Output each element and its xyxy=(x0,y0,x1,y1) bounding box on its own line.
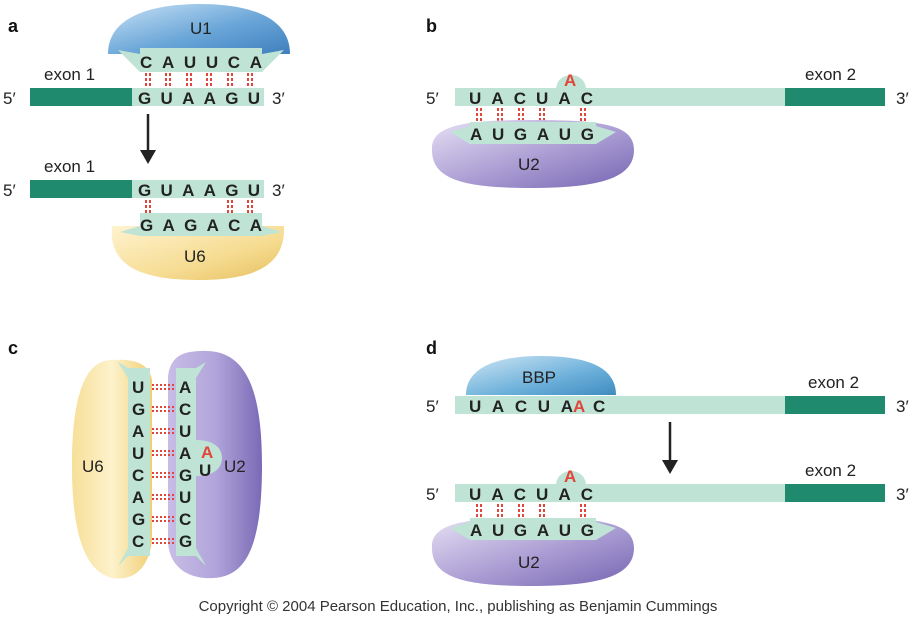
u6-base-1: U xyxy=(132,378,144,397)
u6-base-2: G xyxy=(132,400,145,419)
intron-bar xyxy=(455,396,785,414)
three-prime-label: 3′ xyxy=(896,397,909,416)
panel-a: a U1 CAUUCA exon 1 5′ GUAAGU 3′ exon 1 5… xyxy=(3,4,290,280)
u2-rna-strand xyxy=(176,362,222,566)
exon2-label: exon 2 xyxy=(805,65,856,84)
exon1-bar xyxy=(30,88,132,106)
u6-u2-base-pairs xyxy=(152,384,176,544)
u2-base-1: A xyxy=(179,378,191,397)
u6-base-6: A xyxy=(132,488,144,507)
u1-label: U1 xyxy=(190,19,212,38)
u2-base-4: A xyxy=(179,444,191,463)
panel-d-letter: d xyxy=(426,338,437,358)
u2-base-5: G xyxy=(179,466,192,485)
branch-sequence-prefix: UACUA xyxy=(469,397,573,416)
exon2-label-2: exon 2 xyxy=(805,461,856,480)
u2-extra-base: U xyxy=(199,461,211,480)
panel-b-letter: b xyxy=(426,16,437,36)
exon1-bar-2 xyxy=(30,180,132,198)
exon2-label: exon 2 xyxy=(808,373,859,392)
panel-b: b 5′ UACUAC A exon 2 3′ AUGAUG U2 xyxy=(426,16,909,188)
intron-bar xyxy=(455,88,785,106)
intron-bar-2 xyxy=(132,180,264,198)
arrow-d-head-icon xyxy=(662,460,678,474)
branch-sequence-suffix: C xyxy=(593,397,605,416)
branch-a: A xyxy=(564,71,576,90)
u1-snrnp-shape xyxy=(108,4,290,54)
u2-label: U2 xyxy=(518,553,540,572)
copyright-notice: Copyright © 2004 Pearson Education, Inc.… xyxy=(199,598,718,615)
u2-rna-strip xyxy=(450,518,616,540)
u2-base-pairs xyxy=(476,504,586,520)
bbp-label: BBP xyxy=(522,368,556,387)
u1-base-pairs xyxy=(145,73,253,88)
five-prime-label: 5′ xyxy=(426,397,439,416)
u2-base-6: U xyxy=(179,488,191,507)
three-prime-label: 3′ xyxy=(272,89,285,108)
u6-label: U6 xyxy=(184,247,206,266)
u6-base-4: U xyxy=(132,444,144,463)
u6-snrnp-shape xyxy=(111,226,285,280)
branch-bulge xyxy=(556,75,586,90)
five-prime-label-2: 5′ xyxy=(426,485,439,504)
branch-a: A xyxy=(201,443,213,462)
branch-a: A xyxy=(573,397,585,416)
exon2-bar xyxy=(785,396,885,414)
arrow-a-head-icon xyxy=(140,150,156,164)
panel-c-letter: c xyxy=(8,338,18,358)
u6-label: U6 xyxy=(82,457,104,476)
u2-base-2: C xyxy=(179,400,191,419)
u6-sequence-column: U G A U C A G C xyxy=(132,378,145,551)
panel-d: d BBP 5′ UACUA A C exon 2 3′ 5′ UACUAC A… xyxy=(426,338,909,586)
intron-bar-2 xyxy=(455,484,785,502)
u6-rna-strand xyxy=(118,362,150,566)
panel-a-letter: a xyxy=(8,16,19,36)
u2-base-pairs xyxy=(476,108,586,124)
exon1-label-2: exon 1 xyxy=(44,157,95,176)
three-prime-label-2: 3′ xyxy=(272,181,285,200)
exon2-bar-2 xyxy=(785,484,885,502)
three-prime-label-2: 3′ xyxy=(896,485,909,504)
five-prime-label: 5′ xyxy=(426,89,439,108)
u6-base-8: C xyxy=(132,532,144,551)
u2-rna-strip xyxy=(450,122,616,144)
u6-base-pairs xyxy=(145,200,253,214)
u2-base-8: G xyxy=(179,532,192,551)
u6-base-7: G xyxy=(132,510,145,529)
panel-c: c U6 U2 U G A U C A G C A C U A G U C xyxy=(8,338,262,579)
u2-sequence-column: A C U A G U C G xyxy=(179,378,192,551)
u2-label: U2 xyxy=(518,155,540,174)
u2-base-7: C xyxy=(179,510,191,529)
u2-label: U2 xyxy=(224,457,246,476)
five-prime-label: 5′ xyxy=(3,89,16,108)
intron-bar xyxy=(132,88,264,106)
branch-bulge-2 xyxy=(556,471,586,486)
three-prime-label: 3′ xyxy=(896,89,909,108)
branch-a-2: A xyxy=(564,467,576,486)
u6-base-3: A xyxy=(132,422,144,441)
u6-rna-strip xyxy=(120,213,282,236)
u1-rna-strip xyxy=(118,48,284,72)
u2-base-3: U xyxy=(179,422,191,441)
exon1-label: exon 1 xyxy=(44,65,95,84)
five-prime-label-2: 5′ xyxy=(3,181,16,200)
u6-base-5: C xyxy=(132,466,144,485)
bbp-protein-shape xyxy=(466,356,616,395)
exon2-bar xyxy=(785,88,885,106)
